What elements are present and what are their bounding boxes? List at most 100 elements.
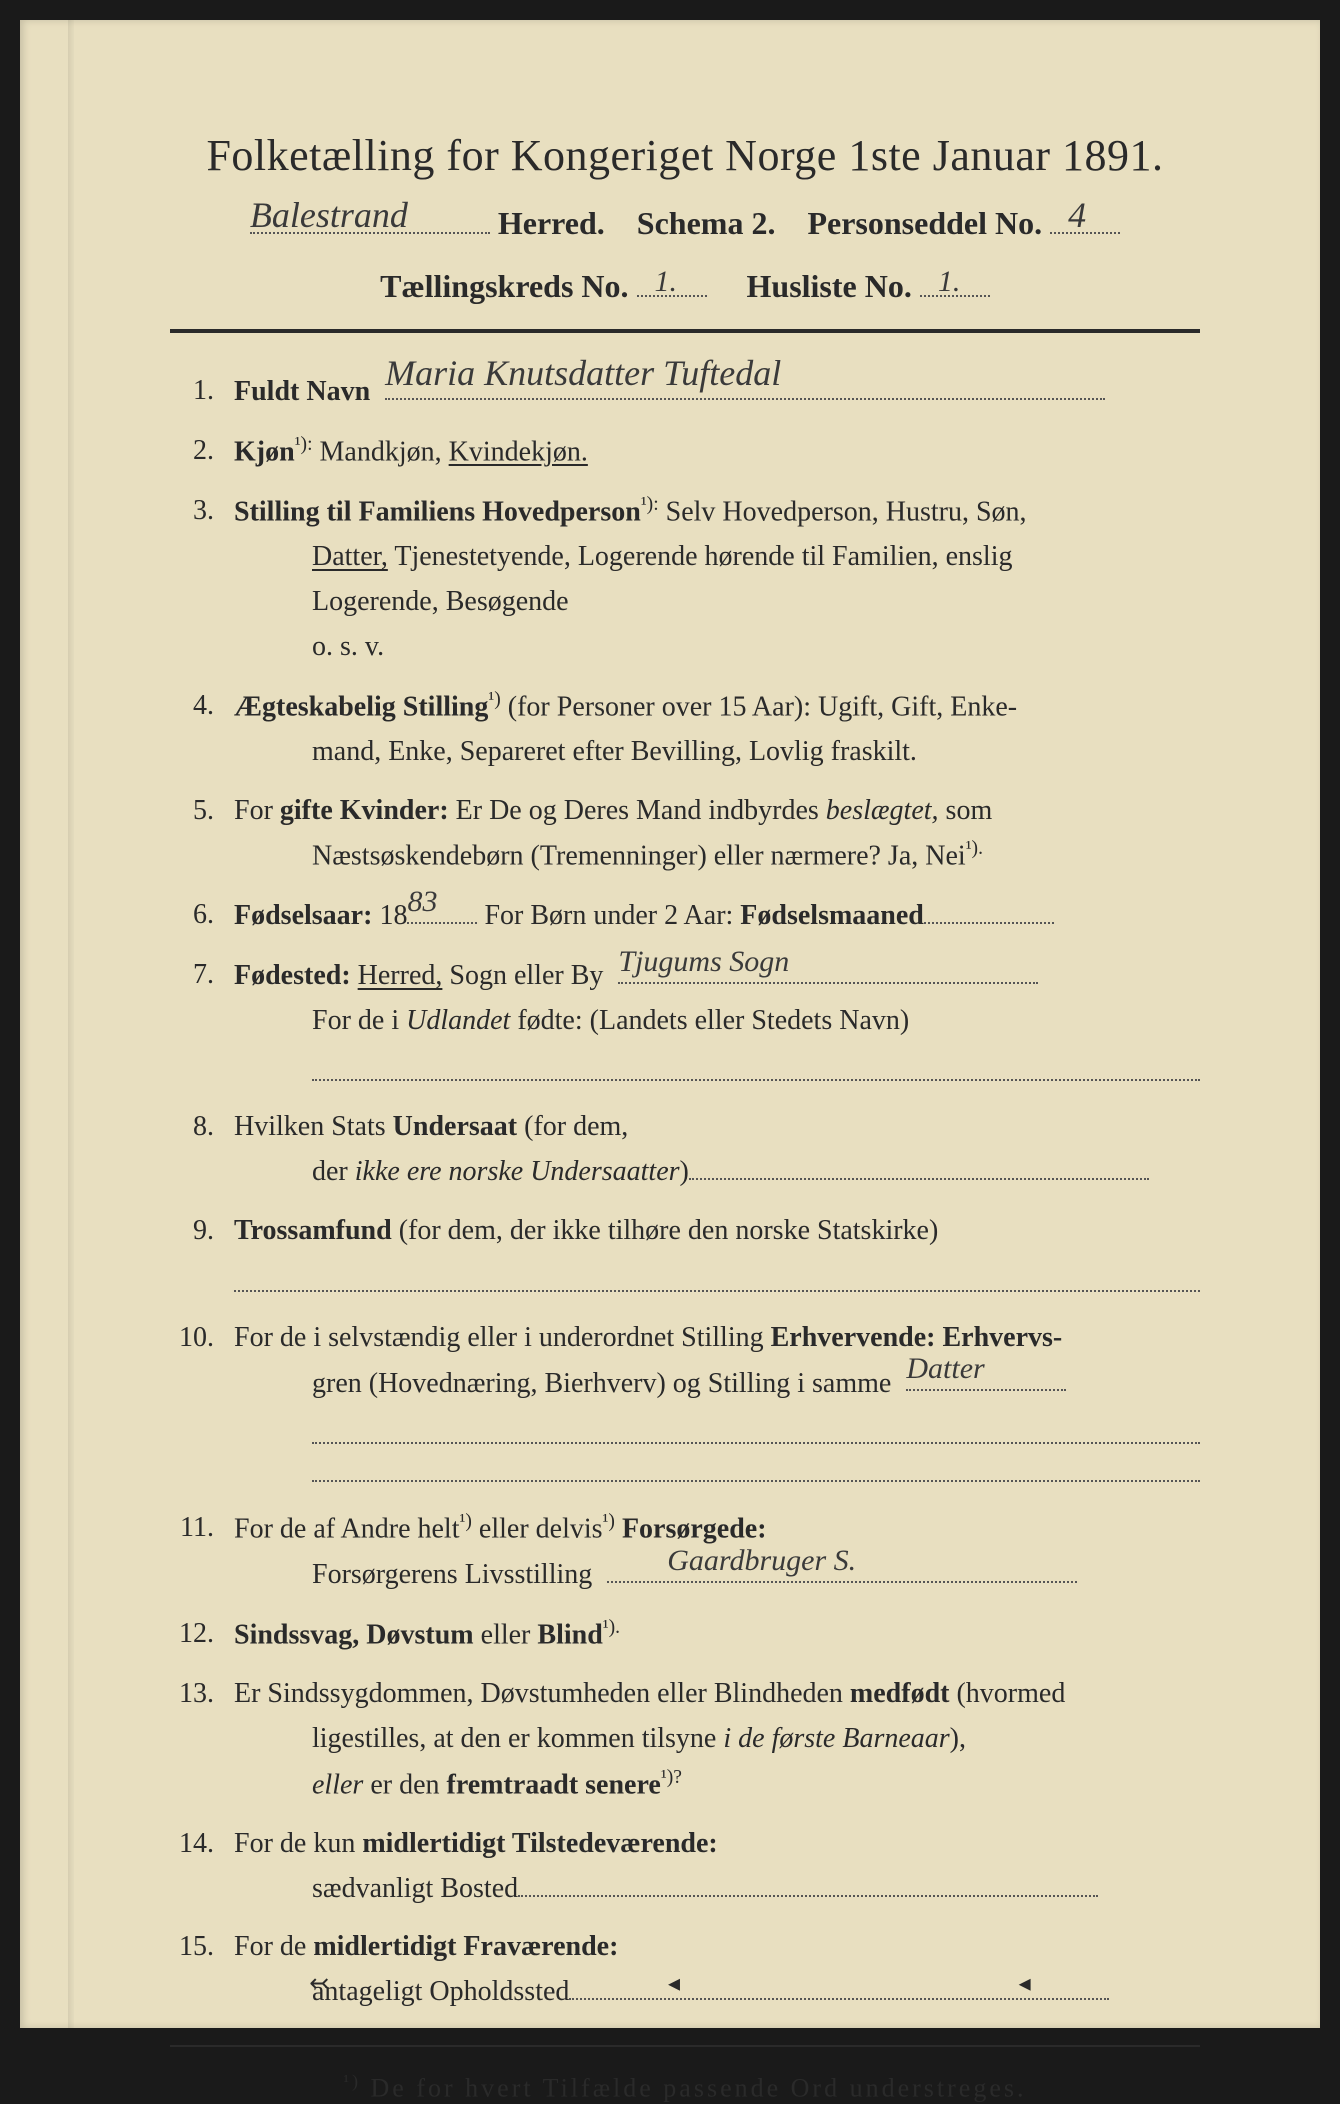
form-list: 1. Fuldt Navn Maria Knutsdatter Tuftedal… <box>170 369 1200 2015</box>
num-7: 7. <box>170 953 234 1091</box>
q7-a: Fødested: <box>234 960 358 991</box>
q5-e: som <box>939 795 993 826</box>
q4-opts: Ugift, Gift, Enke- <box>818 691 1017 722</box>
q3-opts-c: Logerende, Besøgende <box>234 580 1200 625</box>
q11-a: For de af Andre helt <box>234 1514 460 1545</box>
q7-d: Udlandet <box>406 1005 510 1036</box>
q5-b: gifte Kvinder: <box>280 795 449 826</box>
schema-label: Schema 2. <box>637 205 776 241</box>
q6-c: Fødselsmaaned <box>740 900 924 931</box>
q6-a: Fødselsaar: <box>234 900 372 931</box>
personseddel-field: 4 <box>1050 199 1120 234</box>
q6-year-field: 83 <box>407 893 477 924</box>
q8-e: ikke ere norske Undersaatter <box>355 1156 680 1187</box>
kreds-field: 1. <box>637 262 707 297</box>
q9-b: (for dem, der ikke tilhøre den norske St… <box>392 1215 939 1246</box>
footnote-marker: ¹) <box>344 2071 362 2091</box>
footnote: ¹) De for hvert Tilfælde passende Ord un… <box>170 2071 1200 2104</box>
q3-label: Stilling til Familiens Hovedperson <box>234 496 641 527</box>
q11-b: eller delvis <box>472 1514 603 1545</box>
q15-b: midlertidigt Fraværende: <box>313 1931 618 1962</box>
mark-icon: ◂ <box>1019 1969 1031 1998</box>
q2-selected: Kvindekjøn. <box>449 436 588 467</box>
item-7: 7. Fødested: Herred, Sogn eller By Tjugu… <box>170 953 1200 1091</box>
q14-b: midlertidigt Tilstedeværende: <box>362 1828 717 1859</box>
q8-c: (for dem, <box>517 1111 628 1142</box>
q7-selected: Herred, <box>358 960 443 991</box>
q13-g: eller <box>312 1769 363 1800</box>
num-3: 3. <box>170 489 234 670</box>
q7-b: Sogn eller By <box>442 960 603 991</box>
husliste-value: 1. <box>938 265 961 299</box>
num-5: 5. <box>170 789 234 880</box>
num-4: 4. <box>170 684 234 775</box>
num-2: 2. <box>170 429 234 475</box>
q10-field: Datter <box>906 1361 1066 1392</box>
q8-f: ) <box>680 1156 689 1187</box>
item-6: 6. Fødselsaar: 1883 For Børn under 2 Aar… <box>170 893 1200 939</box>
q1-label: Fuldt Navn <box>234 376 370 407</box>
page-marks: ↢ ◂ ◂ <box>20 1969 1320 1998</box>
q1-field: Maria Knutsdatter Tuftedal <box>385 369 1105 400</box>
q7-value: Tjugums Sogn <box>618 938 789 986</box>
q3-opts-b: Tjenestetyende, Logerende hørende til Fa… <box>388 541 1013 572</box>
item-3: 3. Stilling til Familiens Hovedperson¹):… <box>170 489 1200 670</box>
q4-paren: (for Personer over 15 Aar): <box>501 691 818 722</box>
q10-value: Datter <box>906 1345 984 1393</box>
q13-a: Er Sindssygdommen, Døvstumheden eller Bl… <box>234 1678 850 1709</box>
q3-opts-a: Selv Hovedperson, Hustru, Søn, <box>666 496 1027 527</box>
q13-h: er den <box>363 1769 446 1800</box>
num-10: 10. <box>170 1316 234 1492</box>
q4-label: Ægteskabelig Stilling <box>234 691 488 722</box>
sup: ¹). <box>603 1617 620 1638</box>
q8-b: Undersaat <box>393 1111 517 1142</box>
sup: ¹). <box>966 838 983 859</box>
q3-opts-d: o. s. v. <box>234 625 1200 670</box>
q14-c: sædvanligt Bosted <box>312 1873 518 1904</box>
item-10: 10. For de i selvstændig eller i underor… <box>170 1316 1200 1492</box>
item-2: 2. Kjøn¹): Mandkjøn, Kvindekjøn. <box>170 429 1200 475</box>
num-6: 6. <box>170 893 234 939</box>
q7-dotline <box>312 1053 1200 1081</box>
q10-dotline2 <box>312 1454 1200 1482</box>
personseddel-label: Personseddel No. <box>807 205 1042 241</box>
q15-a: For de <box>234 1931 313 1962</box>
item-13: 13. Er Sindssygdommen, Døvstumheden elle… <box>170 1672 1200 1808</box>
q5-f: Næstsøskendebørn (Tremenninger) eller næ… <box>312 841 966 872</box>
q3-selected: Datter, <box>312 541 388 572</box>
item-5: 5. For gifte Kvinder: Er De og Deres Man… <box>170 789 1200 880</box>
q5-a: For <box>234 795 280 826</box>
mark-icon: ◂ <box>668 1969 680 1998</box>
q12-b: eller <box>474 1619 538 1650</box>
num-11: 11. <box>170 1506 234 1598</box>
q9-dotline <box>234 1264 1200 1292</box>
q13-b: medfødt <box>850 1678 950 1709</box>
header-line-kreds: Tællingskreds No. 1. Husliste No. 1. <box>170 262 1200 305</box>
divider-bottom <box>170 2045 1200 2047</box>
header-line-herred: Balestrand Herred. Schema 2. Personsedde… <box>170 199 1200 242</box>
item-8: 8. Hvilken Stats Undersaat (for dem, der… <box>170 1105 1200 1195</box>
q7-e: fødte: (Landets eller Stedets Navn) <box>510 1005 909 1036</box>
q9-a: Trossamfund <box>234 1215 392 1246</box>
q6-b: For Børn under 2 Aar: <box>477 900 740 931</box>
q13-e: i de første Barneaar <box>723 1723 949 1754</box>
q11-field: Gaardbruger S. <box>607 1552 1077 1583</box>
divider-top <box>170 329 1200 333</box>
num-12: 12. <box>170 1612 234 1658</box>
q12: Sindssvag, Døvstum <box>234 1619 474 1650</box>
q2-label: Kjøn <box>234 436 295 467</box>
num-9: 9. <box>170 1209 234 1302</box>
husliste-field: 1. <box>920 262 990 297</box>
sup: ¹) <box>488 689 500 710</box>
q14-a: For de kun <box>234 1828 362 1859</box>
q11-value: Gaardbruger S. <box>667 1537 856 1585</box>
item-9: 9. Trossamfund (for dem, der ikke tilhør… <box>170 1209 1200 1302</box>
mark-icon: ↢ <box>309 1969 329 1998</box>
page-title: Folketælling for Kongeriget Norge 1ste J… <box>170 130 1200 181</box>
q8-dotline <box>689 1152 1149 1180</box>
q8-d: der <box>312 1156 355 1187</box>
item-14: 14. For de kun midlertidigt Tilstedevære… <box>170 1822 1200 1912</box>
herred-field: Balestrand <box>250 199 490 234</box>
census-form-page: Folketælling for Kongeriget Norge 1ste J… <box>20 20 1320 2028</box>
item-4: 4. Ægteskabelig Stilling¹) (for Personer… <box>170 684 1200 775</box>
